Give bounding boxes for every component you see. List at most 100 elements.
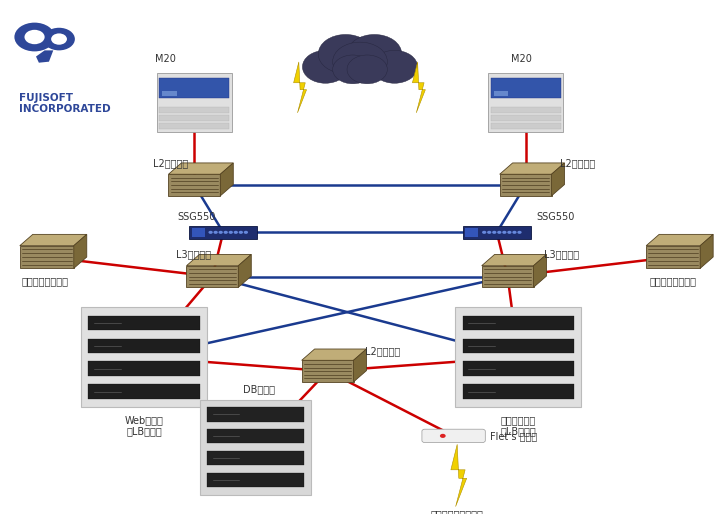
- FancyBboxPatch shape: [160, 106, 229, 113]
- Polygon shape: [500, 174, 552, 196]
- FancyBboxPatch shape: [462, 226, 531, 239]
- FancyBboxPatch shape: [89, 339, 200, 353]
- Polygon shape: [413, 62, 426, 113]
- FancyBboxPatch shape: [494, 91, 508, 96]
- Polygon shape: [20, 246, 74, 268]
- Text: Flet’s ルータ: Flet’s ルータ: [490, 431, 537, 441]
- Text: FUJISOFT
INCORPORATED: FUJISOFT INCORPORATED: [19, 93, 110, 114]
- Circle shape: [507, 231, 512, 234]
- Polygon shape: [36, 50, 53, 63]
- FancyBboxPatch shape: [422, 429, 485, 443]
- Text: L2スイッチ: L2スイッチ: [153, 158, 189, 168]
- Circle shape: [347, 55, 387, 84]
- FancyBboxPatch shape: [491, 123, 560, 129]
- Text: M20: M20: [511, 54, 532, 64]
- Circle shape: [318, 34, 373, 74]
- FancyBboxPatch shape: [81, 307, 207, 407]
- Text: L3スイッチ: L3スイッチ: [176, 250, 211, 260]
- FancyBboxPatch shape: [89, 361, 200, 376]
- Text: SSG550: SSG550: [178, 212, 216, 222]
- Circle shape: [347, 34, 402, 74]
- Circle shape: [333, 55, 373, 84]
- Circle shape: [372, 50, 418, 83]
- FancyBboxPatch shape: [207, 429, 304, 444]
- Circle shape: [219, 231, 223, 234]
- Polygon shape: [186, 266, 238, 287]
- Polygon shape: [500, 163, 564, 174]
- FancyBboxPatch shape: [488, 73, 563, 132]
- Polygon shape: [294, 62, 307, 113]
- Text: DBサーバ: DBサーバ: [243, 384, 275, 394]
- Circle shape: [229, 231, 233, 234]
- FancyBboxPatch shape: [462, 384, 575, 399]
- Circle shape: [482, 231, 487, 234]
- FancyBboxPatch shape: [89, 316, 200, 330]
- Polygon shape: [302, 349, 366, 360]
- Polygon shape: [302, 360, 354, 382]
- Circle shape: [497, 231, 501, 234]
- FancyBboxPatch shape: [192, 228, 205, 237]
- Polygon shape: [451, 444, 467, 507]
- Polygon shape: [74, 234, 87, 268]
- Circle shape: [238, 231, 243, 234]
- FancyBboxPatch shape: [455, 307, 581, 407]
- FancyBboxPatch shape: [163, 91, 177, 96]
- Polygon shape: [647, 246, 701, 268]
- Circle shape: [24, 30, 45, 44]
- Circle shape: [14, 23, 55, 51]
- Circle shape: [487, 231, 492, 234]
- Circle shape: [503, 231, 507, 234]
- Text: SSG550: SSG550: [536, 212, 575, 222]
- FancyBboxPatch shape: [491, 115, 560, 121]
- Polygon shape: [482, 266, 534, 287]
- Polygon shape: [168, 174, 220, 196]
- FancyBboxPatch shape: [160, 78, 229, 98]
- Polygon shape: [238, 254, 251, 287]
- Text: Webサーバ
（LB対象）: Webサーバ （LB対象）: [125, 415, 163, 436]
- FancyBboxPatch shape: [160, 123, 229, 129]
- FancyBboxPatch shape: [462, 361, 575, 376]
- FancyBboxPatch shape: [189, 226, 258, 239]
- FancyBboxPatch shape: [462, 316, 575, 330]
- Circle shape: [233, 231, 238, 234]
- FancyBboxPatch shape: [207, 407, 304, 421]
- Circle shape: [223, 231, 228, 234]
- Circle shape: [51, 33, 67, 45]
- FancyBboxPatch shape: [157, 73, 232, 132]
- FancyBboxPatch shape: [491, 106, 560, 113]
- Polygon shape: [647, 234, 714, 246]
- Text: L3スイッチ: L3スイッチ: [544, 250, 579, 260]
- Text: メンテナンス用回線: メンテナンス用回線: [431, 509, 484, 514]
- Polygon shape: [701, 234, 714, 268]
- FancyBboxPatch shape: [465, 228, 478, 237]
- Text: L2スイッチ: L2スイッチ: [560, 158, 595, 168]
- FancyBboxPatch shape: [199, 400, 311, 494]
- Text: その他サーバ
（LB対象）: その他サーバ （LB対象）: [500, 415, 536, 436]
- Polygon shape: [20, 234, 87, 246]
- FancyBboxPatch shape: [207, 473, 304, 487]
- Polygon shape: [186, 254, 251, 266]
- Circle shape: [440, 434, 446, 438]
- FancyBboxPatch shape: [491, 78, 560, 98]
- Circle shape: [209, 231, 213, 234]
- Text: L2スイッチ: L2スイッチ: [365, 346, 400, 356]
- Circle shape: [43, 28, 75, 50]
- Polygon shape: [552, 163, 564, 196]
- Circle shape: [518, 231, 521, 234]
- Circle shape: [513, 231, 517, 234]
- Circle shape: [492, 231, 497, 234]
- Polygon shape: [354, 349, 366, 382]
- Polygon shape: [534, 254, 546, 287]
- Circle shape: [213, 231, 217, 234]
- FancyBboxPatch shape: [160, 115, 229, 121]
- Circle shape: [333, 42, 387, 81]
- Text: ロードバランサー: ロードバランサー: [649, 277, 697, 286]
- FancyBboxPatch shape: [207, 451, 304, 465]
- Polygon shape: [168, 163, 233, 174]
- Text: ロードバランサー: ロードバランサー: [22, 277, 69, 286]
- Text: M20: M20: [155, 54, 176, 64]
- Polygon shape: [220, 163, 233, 196]
- Polygon shape: [482, 254, 546, 266]
- Circle shape: [302, 50, 348, 83]
- FancyBboxPatch shape: [462, 339, 575, 353]
